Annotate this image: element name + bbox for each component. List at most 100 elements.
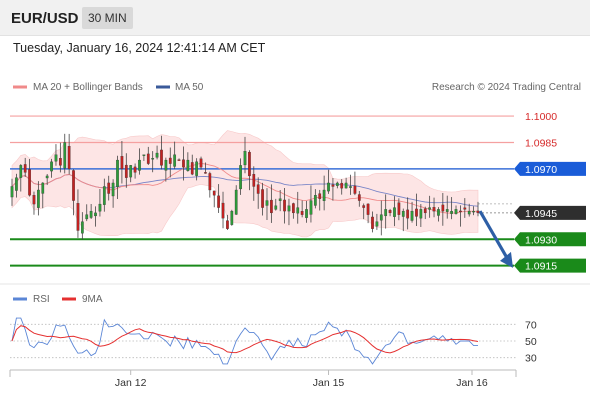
- forecast-arrow-shaft: [478, 210, 509, 259]
- rsi-legend-label: RSI: [33, 294, 50, 305]
- price-tag-bg-4: [514, 232, 586, 247]
- candle-body: [415, 208, 418, 217]
- candle-body: [72, 170, 75, 201]
- candle-body: [45, 175, 49, 179]
- candle-body: [204, 172, 207, 174]
- rsi-ma-legend-label: 9MA: [82, 294, 103, 305]
- candle-body: [309, 200, 313, 215]
- candle-body: [50, 161, 53, 172]
- candle-body: [80, 221, 84, 234]
- candle-body: [190, 162, 194, 175]
- x-tick-label-1: Jan 15: [313, 377, 345, 389]
- candle-body: [146, 153, 150, 164]
- candle-body: [454, 209, 458, 214]
- candle-body: [133, 166, 137, 173]
- candle-body: [335, 182, 339, 186]
- candle-body: [142, 154, 146, 156]
- candle-body: [371, 216, 374, 229]
- candle-body: [186, 159, 190, 172]
- candle-body: [287, 205, 291, 212]
- candle-body: [155, 152, 159, 158]
- price-tag-label-4: 1.0930: [525, 234, 557, 246]
- timeframe-badge[interactable]: 30 MIN: [82, 7, 133, 29]
- candle-body: [450, 210, 453, 214]
- candle-body: [423, 208, 427, 214]
- candle-body: [296, 207, 300, 214]
- candle-body: [221, 202, 225, 219]
- candle-body: [111, 182, 115, 197]
- candle-body: [67, 145, 71, 170]
- candle-body: [164, 159, 168, 171]
- x-tick-label-0: Jan 12: [115, 377, 147, 389]
- price-tag-label-5: 1.0915: [525, 261, 557, 273]
- candle-body: [384, 209, 388, 217]
- candle-body: [397, 202, 401, 215]
- candle-body: [406, 209, 410, 219]
- candle-body: [388, 210, 392, 214]
- candle-body: [243, 151, 247, 166]
- candle-body: [160, 149, 163, 166]
- candle-body: [291, 203, 295, 214]
- candle-body: [182, 159, 185, 168]
- candle-body: [124, 164, 128, 178]
- candle-body: [32, 195, 36, 205]
- candle-body: [199, 158, 203, 168]
- ma-bollinger-legend-label: MA 20 + Bollinger Bands: [33, 82, 143, 93]
- candle-body: [76, 203, 80, 231]
- candle-body: [340, 182, 344, 189]
- forecast-arrow-head: [500, 251, 513, 268]
- price-tag-bg-2: [514, 161, 586, 176]
- candle-body: [472, 210, 475, 213]
- candle-body: [463, 207, 467, 210]
- candle-body: [177, 159, 181, 161]
- candle-body: [85, 214, 89, 220]
- chart-datetime: Tuesday, January 16, 2024 12:41:14 AM CE…: [13, 41, 266, 55]
- price-tag-label-2: 1.0970: [525, 164, 557, 176]
- candle-body: [120, 156, 124, 170]
- price-tag-label-1: 1.0985: [525, 137, 557, 149]
- candle-body: [313, 195, 317, 206]
- price-plot-area: 1.1000 1.0985 1.0970 1.0945 1.0930 1.0915: [10, 111, 586, 273]
- candle-body: [28, 169, 31, 196]
- candle-body: [10, 186, 14, 198]
- candle-body: [107, 182, 111, 194]
- candle-body: [362, 205, 366, 208]
- candle-body: [410, 210, 414, 221]
- ma20-line: [11, 162, 478, 214]
- candle-body: [54, 154, 58, 162]
- candle-body: [234, 189, 238, 215]
- rsi-level-label-30: 30: [525, 353, 537, 365]
- candle-body: [305, 209, 308, 218]
- candle-body: [283, 199, 286, 212]
- candle-body: [195, 161, 199, 176]
- candle-body: [278, 198, 282, 201]
- candle-body: [375, 221, 379, 227]
- candle-body: [94, 212, 97, 217]
- bollinger-band: [11, 130, 479, 238]
- rsi-level-label-70: 70: [525, 319, 537, 331]
- candle-body: [327, 182, 330, 192]
- candle-body: [445, 209, 449, 212]
- candle-body: [239, 165, 242, 190]
- candle-body: [366, 203, 370, 215]
- candle-body: [89, 210, 93, 218]
- candle-body: [349, 186, 352, 188]
- candle-body: [270, 199, 273, 214]
- ma50-legend-label: MA 50: [175, 82, 204, 93]
- symbol-title: EUR/USD: [11, 10, 79, 27]
- candle-body: [23, 164, 27, 173]
- candle-body: [15, 177, 18, 191]
- candle-body: [467, 210, 471, 215]
- x-tick-label-2: Jan 16: [456, 377, 488, 389]
- candle-body: [322, 189, 326, 202]
- candle-body: [129, 165, 133, 178]
- candle-body: [344, 182, 348, 189]
- candle-body: [256, 184, 260, 194]
- candle-body: [63, 142, 67, 169]
- candle-body: [318, 193, 322, 199]
- candle-body: [173, 154, 177, 167]
- chart-header: EUR/USD 30 MIN: [0, 0, 590, 36]
- price-tag-label-0: 1.1000: [525, 111, 557, 123]
- candle-body: [217, 195, 220, 208]
